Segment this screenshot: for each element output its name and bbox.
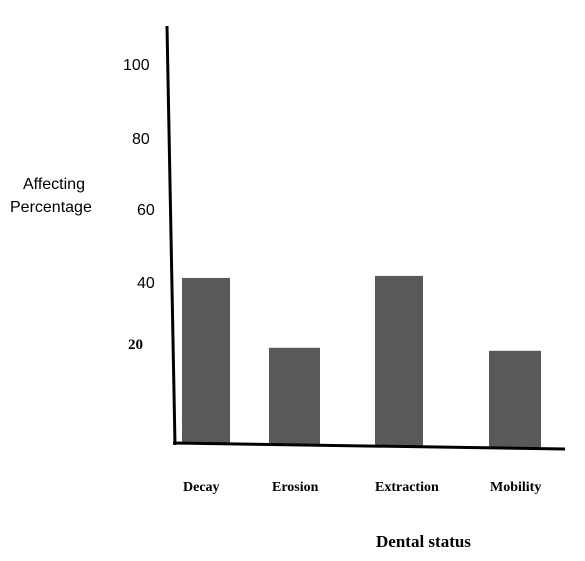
y-tick-label-20: 20 — [128, 337, 143, 353]
x-tick-label-decay: Decay — [183, 480, 220, 495]
y-axis-title-line1: Affecting — [23, 176, 85, 193]
x-axis-line — [172, 441, 566, 451]
bar-mobility — [489, 350, 541, 448]
x-tick-label-extraction: Extraction — [375, 480, 439, 495]
y-axis-line — [165, 25, 177, 446]
x-tick-label-erosion: Erosion — [272, 480, 319, 495]
x-axis-title: Dental status — [376, 532, 471, 551]
y-tick-label-40: 40 — [137, 275, 155, 292]
bar-erosion — [269, 347, 320, 445]
bars-group — [182, 275, 541, 448]
bar-decay — [182, 277, 230, 444]
y-axis-title-line2: Percentage — [10, 199, 92, 216]
y-tick-label-60: 60 — [137, 202, 155, 219]
y-tick-label-100: 100 — [123, 57, 150, 74]
bar-extraction — [375, 275, 423, 446]
x-tick-label-mobility: Mobility — [490, 480, 541, 495]
y-tick-label-80: 80 — [132, 131, 150, 148]
